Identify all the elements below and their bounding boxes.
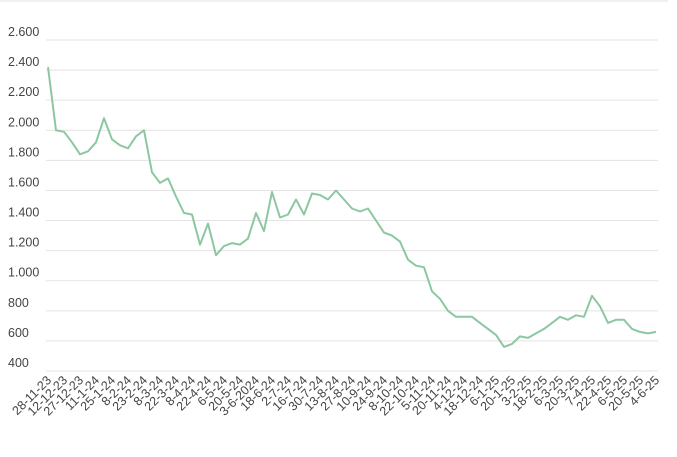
y-tick-label: 1.200 bbox=[8, 236, 39, 250]
y-tick-label: 2.200 bbox=[8, 85, 39, 99]
y-tick-label: 2.600 bbox=[8, 25, 39, 39]
y-tick-label: 2.000 bbox=[8, 115, 39, 129]
y-tick-label: 1.400 bbox=[8, 206, 39, 220]
y-tick-label: 1.800 bbox=[8, 145, 39, 159]
y-tick-label: 1.600 bbox=[8, 175, 39, 189]
y-tick-label: 400 bbox=[8, 356, 29, 370]
y-tick-label: 2.400 bbox=[8, 55, 39, 69]
y-tick-label: 800 bbox=[8, 296, 29, 310]
y-tick-label: 1.000 bbox=[8, 266, 39, 280]
y-tick-label: 600 bbox=[8, 326, 29, 340]
data-line bbox=[47, 66, 657, 348]
